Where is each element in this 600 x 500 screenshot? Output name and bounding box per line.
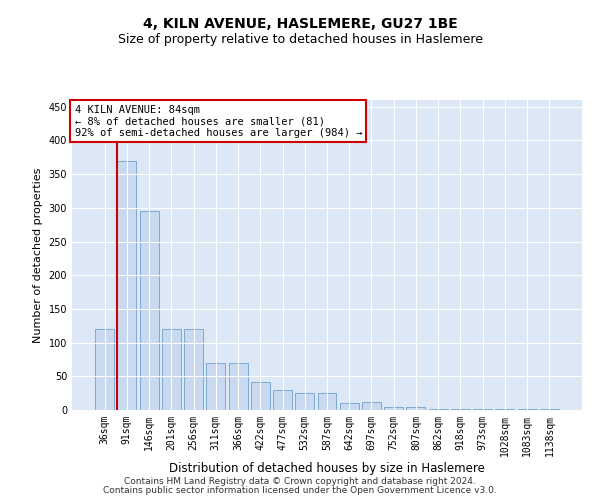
Bar — [95, 329, 114, 410]
Text: Contains public sector information licensed under the Open Government Licence v3: Contains public sector information licen… — [103, 486, 497, 495]
Bar — [317, 393, 337, 410]
Y-axis label: Number of detached properties: Number of detached properties — [33, 168, 43, 342]
Bar — [184, 329, 203, 410]
X-axis label: Distribution of detached houses by size in Haslemere: Distribution of detached houses by size … — [169, 462, 485, 474]
Bar — [295, 393, 314, 410]
Bar — [384, 406, 403, 410]
Text: 4 KILN AVENUE: 84sqm
← 8% of detached houses are smaller (81)
92% of semi-detach: 4 KILN AVENUE: 84sqm ← 8% of detached ho… — [74, 104, 362, 138]
Bar — [140, 211, 158, 410]
Text: Size of property relative to detached houses in Haslemere: Size of property relative to detached ho… — [118, 32, 482, 46]
Bar — [251, 382, 270, 410]
Bar — [362, 402, 381, 410]
Bar — [162, 329, 181, 410]
Text: 4, KILN AVENUE, HASLEMERE, GU27 1BE: 4, KILN AVENUE, HASLEMERE, GU27 1BE — [143, 18, 457, 32]
Bar — [429, 408, 448, 410]
Bar — [340, 404, 359, 410]
Bar — [118, 160, 136, 410]
Bar — [406, 406, 425, 410]
Bar — [273, 390, 292, 410]
Text: Contains HM Land Registry data © Crown copyright and database right 2024.: Contains HM Land Registry data © Crown c… — [124, 477, 476, 486]
Bar — [229, 363, 248, 410]
Bar — [206, 363, 225, 410]
